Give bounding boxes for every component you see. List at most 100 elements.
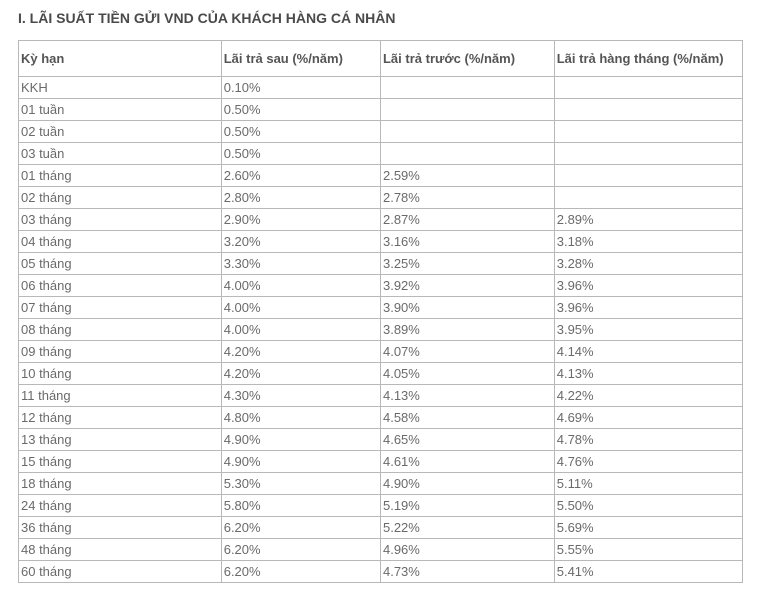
cell-rate: 5.11% <box>554 473 742 495</box>
cell-rate: 3.92% <box>380 275 554 297</box>
cell-rate: 2.90% <box>221 209 380 231</box>
cell-rate: 2.87% <box>380 209 554 231</box>
cell-rate: 5.22% <box>380 517 554 539</box>
cell-rate: 4.13% <box>554 363 742 385</box>
cell-rate: 2.60% <box>221 165 380 187</box>
cell-rate: 3.30% <box>221 253 380 275</box>
cell-term: 10 tháng <box>19 363 222 385</box>
cell-rate: 4.90% <box>221 451 380 473</box>
cell-rate: 5.69% <box>554 517 742 539</box>
cell-rate: 6.20% <box>221 539 380 561</box>
table-row: 36 tháng6.20%5.22%5.69% <box>19 517 743 539</box>
cell-term: 12 tháng <box>19 407 222 429</box>
cell-rate: 4.20% <box>221 341 380 363</box>
cell-rate: 5.19% <box>380 495 554 517</box>
table-row: 06 tháng4.00%3.92%3.96% <box>19 275 743 297</box>
table-row: 15 tháng4.90%4.61%4.76% <box>19 451 743 473</box>
cell-term: 09 tháng <box>19 341 222 363</box>
cell-term: 06 tháng <box>19 275 222 297</box>
cell-rate: 3.95% <box>554 319 742 341</box>
cell-rate: 4.22% <box>554 385 742 407</box>
table-row: 03 tuần0.50% <box>19 143 743 165</box>
table-row: 05 tháng3.30%3.25%3.28% <box>19 253 743 275</box>
table-row: 04 tháng3.20%3.16%3.18% <box>19 231 743 253</box>
cell-rate <box>554 121 742 143</box>
cell-rate: 4.90% <box>380 473 554 495</box>
table-row: 10 tháng4.20%4.05%4.13% <box>19 363 743 385</box>
table-row: 09 tháng4.20%4.07%4.14% <box>19 341 743 363</box>
col-header-post-paid: Lãi trả sau (%/năm) <box>221 41 380 77</box>
cell-rate: 4.58% <box>380 407 554 429</box>
cell-rate: 4.07% <box>380 341 554 363</box>
cell-rate: 4.30% <box>221 385 380 407</box>
cell-rate: 4.78% <box>554 429 742 451</box>
cell-term: KKH <box>19 77 222 99</box>
cell-rate: 2.80% <box>221 187 380 209</box>
cell-term: 08 tháng <box>19 319 222 341</box>
cell-rate <box>554 77 742 99</box>
cell-rate <box>380 121 554 143</box>
cell-rate: 0.10% <box>221 77 380 99</box>
cell-rate: 4.73% <box>380 561 554 583</box>
cell-rate <box>554 165 742 187</box>
cell-rate <box>554 143 742 165</box>
table-row: 60 tháng6.20%4.73%5.41% <box>19 561 743 583</box>
cell-rate: 4.00% <box>221 297 380 319</box>
cell-rate <box>380 143 554 165</box>
cell-rate: 4.00% <box>221 275 380 297</box>
interest-rates-table: Kỳ hạn Lãi trả sau (%/năm) Lãi trả trước… <box>18 40 743 583</box>
table-row: 24 tháng5.80%5.19%5.50% <box>19 495 743 517</box>
cell-term: 11 tháng <box>19 385 222 407</box>
cell-rate: 4.80% <box>221 407 380 429</box>
table-row: 01 tuần0.50% <box>19 99 743 121</box>
cell-rate: 6.20% <box>221 561 380 583</box>
table-row: 12 tháng4.80%4.58%4.69% <box>19 407 743 429</box>
cell-rate: 0.50% <box>221 99 380 121</box>
table-row: 13 tháng4.90%4.65%4.78% <box>19 429 743 451</box>
cell-rate <box>380 77 554 99</box>
cell-rate: 4.61% <box>380 451 554 473</box>
cell-rate: 2.89% <box>554 209 742 231</box>
cell-rate: 4.90% <box>221 429 380 451</box>
cell-rate: 4.65% <box>380 429 554 451</box>
cell-rate: 3.96% <box>554 297 742 319</box>
cell-term: 01 tuần <box>19 99 222 121</box>
cell-rate: 3.20% <box>221 231 380 253</box>
cell-rate: 4.76% <box>554 451 742 473</box>
cell-rate: 4.96% <box>380 539 554 561</box>
table-row: 18 tháng5.30%4.90%5.11% <box>19 473 743 495</box>
cell-term: 60 tháng <box>19 561 222 583</box>
cell-term: 24 tháng <box>19 495 222 517</box>
cell-rate <box>554 187 742 209</box>
cell-term: 02 tháng <box>19 187 222 209</box>
cell-rate: 4.14% <box>554 341 742 363</box>
section-title: I. LÃI SUẤT TIỀN GỬI VND CỦA KHÁCH HÀNG … <box>18 10 743 26</box>
cell-rate <box>554 99 742 121</box>
table-row: 02 tuần0.50% <box>19 121 743 143</box>
cell-rate: 5.50% <box>554 495 742 517</box>
table-row: 48 tháng6.20%4.96%5.55% <box>19 539 743 561</box>
cell-rate: 5.80% <box>221 495 380 517</box>
cell-rate: 6.20% <box>221 517 380 539</box>
cell-rate: 5.41% <box>554 561 742 583</box>
cell-rate: 3.90% <box>380 297 554 319</box>
cell-rate: 3.16% <box>380 231 554 253</box>
cell-rate: 3.25% <box>380 253 554 275</box>
cell-rate: 4.00% <box>221 319 380 341</box>
table-row: 07 tháng4.00%3.90%3.96% <box>19 297 743 319</box>
cell-rate: 3.18% <box>554 231 742 253</box>
cell-rate: 3.89% <box>380 319 554 341</box>
cell-term: 18 tháng <box>19 473 222 495</box>
cell-rate: 4.05% <box>380 363 554 385</box>
cell-term: 04 tháng <box>19 231 222 253</box>
cell-rate: 2.59% <box>380 165 554 187</box>
cell-term: 36 tháng <box>19 517 222 539</box>
col-header-term: Kỳ hạn <box>19 41 222 77</box>
cell-rate: 0.50% <box>221 121 380 143</box>
cell-rate: 3.96% <box>554 275 742 297</box>
cell-term: 15 tháng <box>19 451 222 473</box>
col-header-monthly: Lãi trả hàng tháng (%/năm) <box>554 41 742 77</box>
cell-term: 02 tuần <box>19 121 222 143</box>
cell-rate: 4.20% <box>221 363 380 385</box>
table-row: 01 tháng2.60%2.59% <box>19 165 743 187</box>
